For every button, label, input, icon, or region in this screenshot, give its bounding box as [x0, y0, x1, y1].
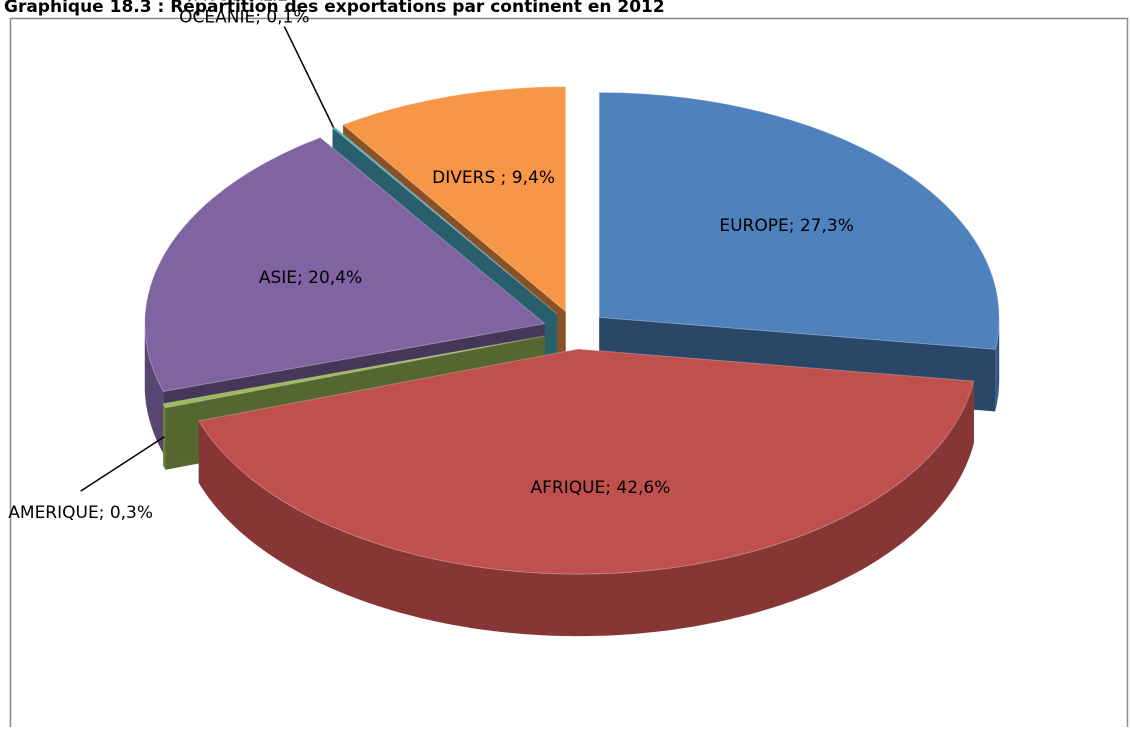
- data-label: EUROPE; 27,3%: [719, 216, 854, 236]
- slice-side: [144, 323, 164, 454]
- data-label: ASIE; 20,4%: [259, 268, 362, 288]
- slice-side: [163, 403, 166, 470]
- slice-side-shade: [163, 403, 166, 470]
- data-label: AUSTRALIE-OCEANIE; 0,1%: [179, 0, 309, 28]
- slice-side-shade: [144, 323, 164, 454]
- leader-line: [283, 26, 335, 128]
- slice-top: [162, 335, 545, 409]
- pie: [144, 86, 1000, 637]
- slice-side-shade: [198, 381, 974, 637]
- slice-side: [198, 381, 974, 637]
- slice-side-shade: [995, 317, 1000, 412]
- data-label: DIVERS ; 9,4%: [432, 168, 555, 188]
- slice-side: [995, 317, 1000, 412]
- chart-title: Graphique 18.3 : Répartition des exporta…: [4, 0, 665, 17]
- data-label: AFRIQUE; 42,6%: [530, 478, 670, 498]
- data-label: AMERIQUE; 0,3%: [8, 503, 153, 523]
- slice-top: [144, 136, 546, 393]
- slice: [197, 348, 975, 637]
- labels: EUROPE; 27,3% AFRIQUE; 42,6% AMERIQUE; 0,3…: [8, 0, 854, 523]
- slice-top: [342, 86, 567, 313]
- leader-line: [80, 436, 165, 492]
- slice-top: [197, 348, 975, 575]
- slice-top: [598, 91, 1000, 350]
